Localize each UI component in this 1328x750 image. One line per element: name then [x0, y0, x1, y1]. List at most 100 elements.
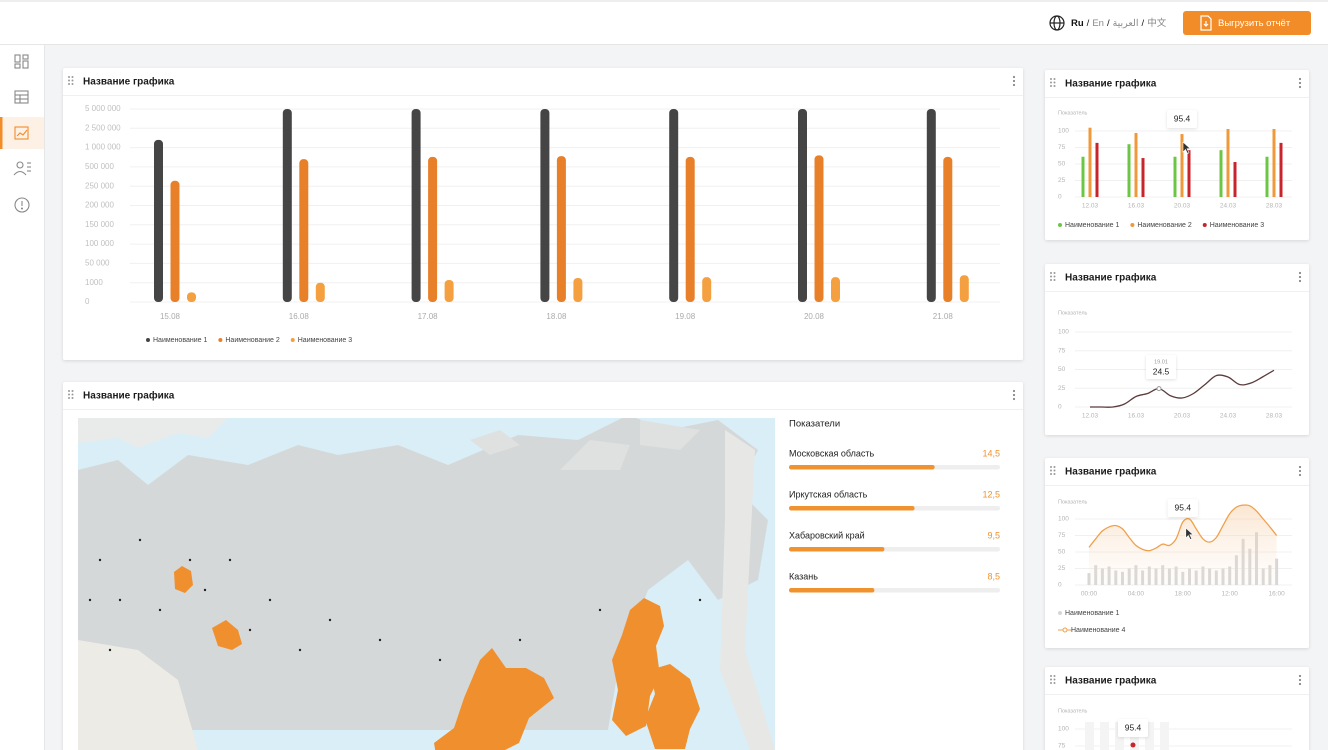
list-title: Показатели: [789, 419, 840, 430]
marker: [1156, 386, 1162, 392]
drag-dot: [1053, 678, 1056, 681]
export-button-label[interactable]: Выгрузить отчёт: [1218, 18, 1291, 29]
y-tick-label: 150 000: [85, 220, 114, 229]
y-tick-label: 100 000: [85, 239, 114, 248]
x-tick-label: 28.03: [1266, 203, 1283, 210]
legend-marker: [1202, 223, 1207, 227]
drag-handle[interactable]: [1050, 272, 1056, 281]
x-tick-label: 12.03: [1082, 413, 1099, 420]
drag-dot: [1050, 78, 1052, 80]
table-icon[interactable]: [14, 90, 29, 104]
tooltip: [1167, 499, 1198, 517]
y-tick-label: 100: [1058, 516, 1069, 523]
legend-label: Наименование 4: [1071, 627, 1125, 634]
drag-handle[interactable]: [1050, 466, 1056, 475]
drag-dot: [1050, 678, 1052, 681]
list-label: Хабаровский край: [789, 530, 865, 540]
drag-dot: [71, 393, 74, 396]
panel-title: Название графика: [83, 390, 175, 402]
y-tick-label: 0: [85, 297, 90, 306]
y-tick-label: 0: [1058, 194, 1062, 201]
language-option[interactable]: العربية: [1113, 18, 1139, 29]
y-axis-label: Показатель: [1058, 110, 1088, 116]
drag-dot: [68, 393, 70, 396]
y-tick-label: 75: [1058, 144, 1066, 151]
drag-handle[interactable]: [68, 76, 74, 85]
language-option[interactable]: 中文: [1147, 17, 1167, 29]
drag-dot: [1050, 85, 1052, 87]
alert-icon[interactable]: [14, 197, 30, 213]
bar: [299, 159, 309, 302]
menu-dot: [1298, 473, 1302, 477]
x-tick-label: 04:00: [1128, 591, 1145, 598]
panel-menu[interactable]: [1012, 75, 1016, 87]
list-value: 12,5: [982, 489, 1000, 499]
drag-dot: [1053, 473, 1056, 475]
drag-dot: [68, 79, 70, 82]
y-tick-label: 50 000: [85, 259, 110, 268]
drag-dot: [1050, 279, 1052, 281]
menu-dot: [1012, 397, 1016, 401]
drag-dot: [1050, 675, 1052, 677]
menu-dot: [1298, 275, 1302, 279]
cursor: [1185, 527, 1195, 540]
language-option[interactable]: En: [1092, 18, 1104, 29]
globe-icon[interactable]: [1049, 15, 1065, 31]
column-bg: [1085, 722, 1094, 750]
dashboard-icon[interactable]: [14, 54, 29, 69]
list-value: 9,5: [987, 530, 1000, 540]
export-button[interactable]: [1183, 11, 1311, 35]
y-tick-label: 50: [1058, 549, 1066, 556]
drag-dot: [71, 83, 74, 85]
panel-menu[interactable]: [1298, 77, 1302, 89]
column-bg: [1145, 722, 1154, 750]
legend-label: Наименование 1: [153, 337, 207, 344]
x-tick-label: 16.03: [1128, 203, 1145, 210]
x-tick-label: 15.08: [160, 312, 181, 321]
chart-icon[interactable]: [14, 126, 29, 140]
legend-marker: [290, 338, 295, 342]
legend-marker: [218, 338, 223, 342]
drag-dot: [1053, 78, 1056, 80]
panel-menu[interactable]: [1298, 271, 1302, 283]
y-axis-label: Показатель: [1058, 310, 1088, 316]
drag-handle[interactable]: [1050, 78, 1056, 87]
bar: [1081, 156, 1085, 197]
drag-dot: [1053, 466, 1056, 468]
drag-dot: [71, 390, 74, 392]
bar: [1219, 150, 1223, 197]
menu-dot: [1298, 678, 1302, 682]
line: [1089, 369, 1275, 408]
drag-dot: [68, 390, 70, 392]
drag-handle[interactable]: [1050, 675, 1056, 684]
panel-menu[interactable]: [1012, 389, 1016, 401]
x-tick-label: 12:00: [1222, 591, 1239, 598]
menu-dot: [1298, 81, 1302, 85]
drag-handle[interactable]: [68, 390, 74, 399]
y-axis-label: Показатель: [1058, 499, 1088, 505]
export-icon: [1200, 15, 1212, 31]
users-icon[interactable]: [13, 161, 31, 176]
bar: [540, 109, 550, 302]
menu-dot: [1298, 674, 1302, 678]
drag-dot: [1050, 81, 1052, 84]
language-switch[interactable]: Ru / En / العربية / 中文: [1071, 17, 1167, 29]
bar: [1187, 150, 1191, 197]
area: [1089, 504, 1277, 585]
y-tick-label: 1 000 000: [85, 143, 121, 152]
legend-label: Наименование 2: [225, 337, 279, 344]
y-tick-label: 0: [1058, 582, 1062, 589]
y-tick-label: 100: [1058, 128, 1069, 135]
map-islands: [470, 420, 700, 470]
bar: [943, 156, 953, 302]
y-tick-label: 100: [1058, 329, 1069, 336]
y-tick-label: 0: [1058, 404, 1062, 411]
menu-dot: [1298, 279, 1302, 283]
y-tick-label: 200 000: [85, 201, 114, 210]
language-option[interactable]: Ru: [1071, 18, 1084, 29]
panel-menu[interactable]: [1298, 465, 1302, 477]
menu-dot: [1298, 465, 1302, 469]
panel-menu[interactable]: [1298, 674, 1302, 686]
legend-marker: [1058, 611, 1062, 615]
